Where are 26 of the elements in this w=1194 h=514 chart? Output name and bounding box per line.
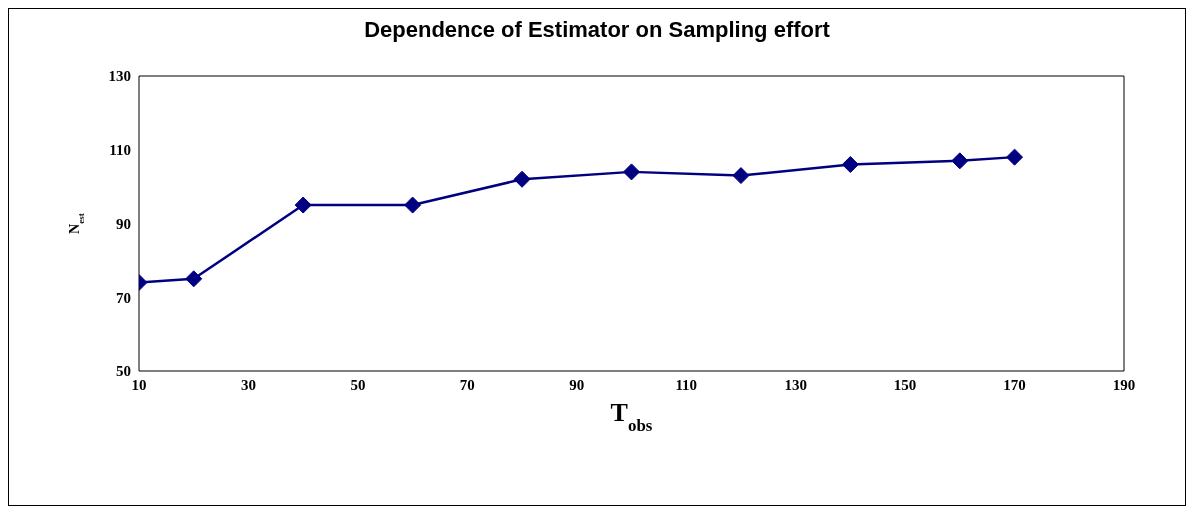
x-tick-label: 90 (569, 376, 585, 393)
y-tick-label: 130 (108, 68, 131, 85)
x-tick-label: 10 (131, 376, 147, 393)
point (841, 156, 859, 173)
chart-title: Dependence of Estimator on Sampling effort (363, 17, 831, 43)
point (623, 163, 640, 181)
point (951, 152, 969, 170)
x-tick-label: 170 (1003, 376, 1026, 393)
point (1006, 148, 1024, 166)
point (185, 270, 203, 288)
y-tick-label: 110 (109, 142, 131, 159)
point (513, 170, 531, 188)
x-axis-title: T$_{obs}$ (610, 398, 653, 435)
point (294, 196, 312, 214)
x-tick-label: 70 (459, 376, 475, 393)
x-tick-label: 150 (893, 376, 917, 393)
x-tick-label: 110 (675, 376, 698, 393)
y-tick-label: 50 (116, 363, 131, 380)
x-tick-label: 190 (1112, 376, 1136, 393)
y-tick-label: 70 (116, 289, 131, 306)
point (404, 196, 422, 214)
point (732, 167, 750, 185)
x-tick-label: 50 (350, 376, 366, 393)
x-tick-label: 30 (240, 376, 256, 393)
x-tick-label: 130 (784, 376, 807, 393)
y-tick-label: 90 (116, 215, 131, 232)
